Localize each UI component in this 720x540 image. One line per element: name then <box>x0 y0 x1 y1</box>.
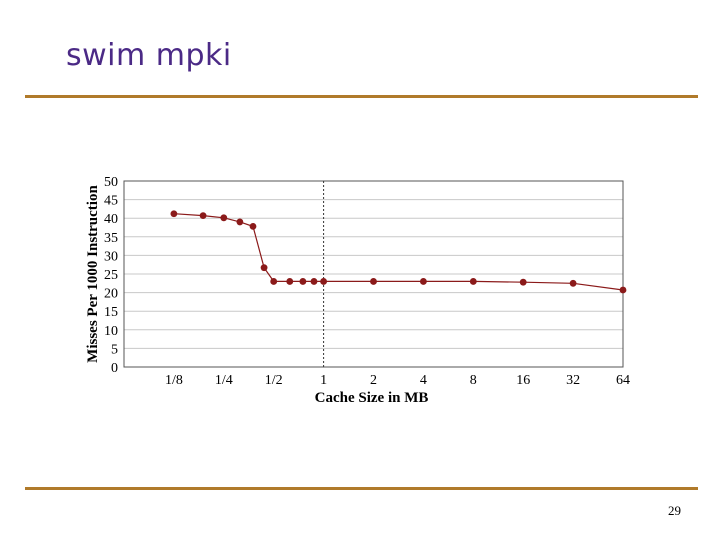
data-point <box>249 222 257 230</box>
data-point <box>370 278 377 285</box>
data-point <box>569 279 577 287</box>
x-tick-label: 2 <box>370 373 377 388</box>
data-point <box>420 278 427 285</box>
y-tick-label: 25 <box>104 268 118 283</box>
data-point <box>519 278 527 286</box>
data-points <box>170 210 627 294</box>
data-point <box>286 278 294 285</box>
y-tick-label: 0 <box>111 361 118 376</box>
slide-title: swim mpki <box>66 38 232 73</box>
data-point <box>220 214 228 222</box>
y-axis-label: Misses Per 1000 Instruction <box>85 185 101 363</box>
data-point <box>270 278 278 285</box>
y-tick-label: 50 <box>104 175 118 190</box>
plot-frame <box>123 180 624 368</box>
x-tick-label: 16 <box>516 373 530 388</box>
x-tick-label: 64 <box>616 373 630 388</box>
data-point <box>469 278 477 285</box>
data-point <box>199 212 207 219</box>
data-point <box>299 278 307 285</box>
y-tick-label: 5 <box>111 342 118 357</box>
x-axis-label: Cache Size in MB <box>315 390 429 406</box>
x-tick-label: 4 <box>420 373 427 388</box>
data-point <box>236 218 244 226</box>
y-tick-label: 30 <box>104 249 118 264</box>
series-line <box>173 213 624 291</box>
y-tick-label: 45 <box>104 194 118 209</box>
grid-lines <box>124 180 623 368</box>
x-tick-label: 1/4 <box>215 373 233 388</box>
data-point <box>170 210 178 218</box>
x-tick-label: 1 <box>320 373 327 388</box>
y-tick-label: 40 <box>104 212 118 227</box>
y-tick-label: 35 <box>104 231 118 246</box>
x-tick-label: 1/8 <box>165 373 183 388</box>
y-tick-label: 20 <box>104 287 118 302</box>
y-tick-labels: 0 5 10 15 20 25 30 35 40 45 50 <box>104 175 118 376</box>
y-tick-label: 10 <box>104 324 118 339</box>
page-number: 29 <box>668 503 681 518</box>
x-tick-label: 8 <box>470 373 477 388</box>
y-tick-label: 15 <box>104 305 118 320</box>
top-divider <box>25 95 698 98</box>
data-point <box>320 278 327 285</box>
x-tick-labels: 1/8 1/4 1/2 1 2 4 8 16 32 64 <box>165 373 630 388</box>
data-point <box>260 264 268 272</box>
x-tick-label: 32 <box>566 373 580 388</box>
bottom-divider <box>25 487 698 490</box>
x-tick-label: 1/2 <box>265 373 283 388</box>
data-point <box>310 278 318 285</box>
data-point <box>619 286 627 294</box>
